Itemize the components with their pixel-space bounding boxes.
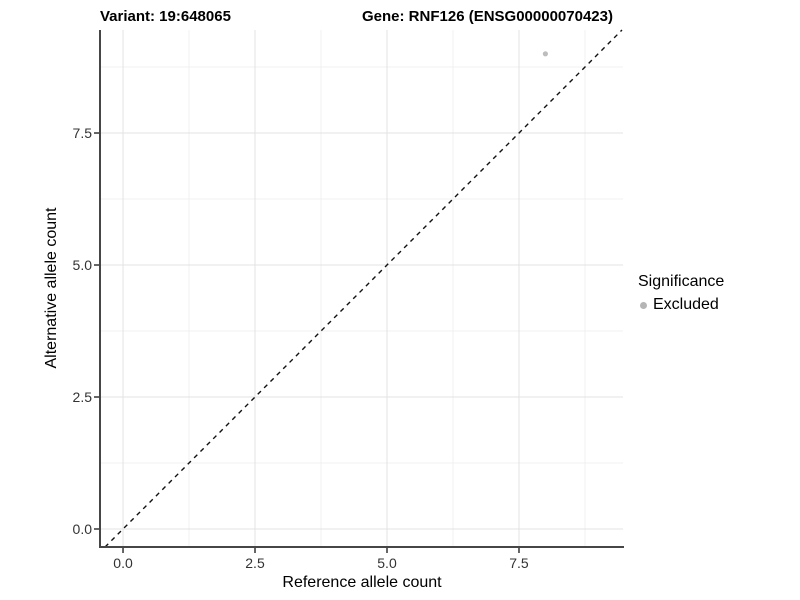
excluded-point-icon	[640, 302, 647, 309]
x-tick-label: 5.0	[377, 555, 397, 571]
y-tick-label: 5.0	[73, 257, 93, 273]
y-axis-title: Alternative allele count	[43, 207, 60, 369]
y-tick-label: 7.5	[73, 125, 93, 141]
x-tick-label: 7.5	[509, 555, 529, 571]
y-tick-label: 0.0	[73, 521, 93, 537]
legend-item-label: Excluded	[653, 296, 719, 313]
legend-title: Significance	[638, 273, 725, 290]
gene-title: Gene: RNF126 (ENSG00000070423)	[362, 8, 613, 25]
x-axis-title: Reference allele count	[282, 574, 442, 591]
identity-line	[104, 29, 623, 548]
x-tick-label: 2.5	[245, 555, 265, 571]
y-tick-label: 2.5	[73, 389, 93, 405]
data-point-excluded	[542, 51, 548, 57]
variant-title: Variant: 19:648065	[100, 8, 231, 25]
legend-item-excluded: Excluded	[638, 296, 724, 314]
legend: Significance Excluded	[638, 273, 724, 314]
x-tick-label: 0.0	[113, 555, 133, 571]
